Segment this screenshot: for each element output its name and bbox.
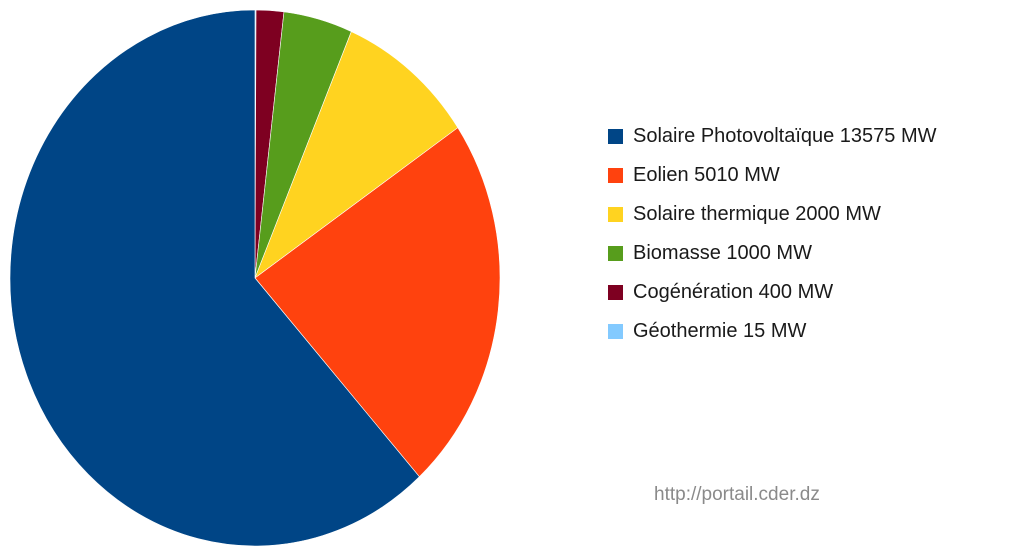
chart-legend: Solaire Photovoltaïque 13575 MW Eolien 50… [608, 117, 937, 351]
legend-item: Biomasse 1000 MW [608, 234, 937, 273]
legend-label: Solaire thermique 2000 MW [633, 203, 881, 225]
legend-swatch [608, 129, 623, 144]
pie-chart [9, 9, 501, 546]
legend-swatch [608, 324, 623, 339]
legend-item: Eolien 5010 MW [608, 156, 937, 195]
legend-label: Cogénération 400 MW [633, 281, 834, 303]
legend-label: Géothermie 15 MW [633, 320, 807, 342]
legend-swatch [608, 285, 623, 300]
legend-item: Solaire Photovoltaïque 13575 MW [608, 117, 937, 156]
pie-slice-eolien [254, 127, 501, 478]
legend-label: Eolien 5010 MW [633, 164, 780, 186]
legend-item: Cogénération 400 MW [608, 273, 937, 312]
legend-swatch [608, 168, 623, 183]
legend-swatch [608, 246, 623, 261]
pie-slice-solaire-photovoltaique [9, 9, 420, 546]
legend-label: Solaire Photovoltaïque 13575 MW [633, 125, 937, 147]
legend-item: Solaire thermique 2000 MW [608, 195, 937, 234]
legend-label: Biomasse 1000 MW [633, 242, 812, 264]
legend-swatch [608, 207, 623, 222]
pie-slice-solaire-thermique [254, 31, 459, 279]
legend-item: Géothermie 15 MW [608, 312, 937, 351]
source-url: http://portail.cder.dz [654, 484, 820, 505]
